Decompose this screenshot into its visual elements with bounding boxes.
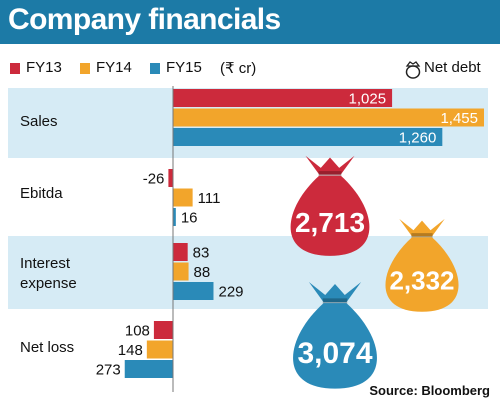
value-label-ebitda-fy13: -26 <box>143 171 165 188</box>
value-label-net-loss-fy14: 148 <box>118 342 143 359</box>
bag-tie-fy14 <box>399 218 445 237</box>
bar-sales-fy14 <box>173 108 484 127</box>
value-label-ebitda-fy15: 16 <box>181 210 198 227</box>
bag-tie-fy13 <box>305 155 355 175</box>
bag-neck-fy13 <box>318 171 342 177</box>
value-label-net-loss-fy15: 273 <box>96 362 121 379</box>
category-label-interest-expense: Interest expense <box>20 255 77 292</box>
bag-body-fy14 <box>385 237 459 312</box>
net-debt-label: Net debt <box>424 59 481 76</box>
legend-swatch-fy15 <box>150 63 160 74</box>
value-label-interest-expense-fy14: 88 <box>194 264 211 281</box>
value-label-sales-fy13: 1,025 <box>349 91 387 108</box>
value-label-net-loss-fy13: 108 <box>125 323 150 340</box>
bag-body-fy15 <box>293 303 377 389</box>
legend-label-fy15: FY15 <box>166 59 202 76</box>
net-debt-bag-fy14: 2,332 <box>385 218 459 312</box>
legend: FY13 FY14 FY15 (₹ cr) Net debt <box>0 54 500 82</box>
bag-neck-fy15 <box>322 298 348 305</box>
source-note: Source: Bloomberg <box>369 383 490 398</box>
category-label-sales: Sales <box>20 113 58 130</box>
bar-interest-expense-fy14 <box>173 262 189 281</box>
bar-sales-fy15 <box>173 128 443 146</box>
value-label-interest-expense-fy15: 229 <box>218 284 243 301</box>
net-debt-value-fy15: 3,074 <box>297 337 372 370</box>
value-label-sales-fy15: 1,260 <box>399 130 437 147</box>
value-label-ebitda-fy14: 111 <box>198 190 221 207</box>
bar-sales-fy13 <box>173 89 393 107</box>
bar-ebitda-fy13 <box>168 169 173 187</box>
net-debt-value-fy13: 2,713 <box>295 207 365 238</box>
bar-net-loss-fy15 <box>124 360 173 378</box>
bar-net-loss-fy14 <box>146 340 173 359</box>
bar-net-loss-fy13 <box>153 321 173 339</box>
bar-ebitda-fy15 <box>173 208 176 226</box>
net-debt-bag-fy13: 2,713 <box>290 155 370 256</box>
legend-swatch-fy14 <box>80 63 90 74</box>
value-label-sales-fy14: 1,455 <box>440 110 478 127</box>
legend-label-fy14: FY14 <box>96 59 132 76</box>
legend-label-fy13: FY13 <box>26 59 62 76</box>
legend-swatch-fy13 <box>10 63 20 74</box>
chart-title: Company financials <box>8 3 281 36</box>
category-label-net-loss: Net loss <box>20 339 75 356</box>
bag-tie-fy15 <box>308 282 362 303</box>
net-debt-value-fy14: 2,332 <box>389 266 454 296</box>
bar-interest-expense-fy15 <box>173 282 214 300</box>
value-label-interest-expense-fy13: 83 <box>193 245 210 262</box>
bar-ebitda-fy14 <box>173 188 193 207</box>
bag-body-fy13 <box>290 175 370 256</box>
unit-label: (₹ cr) <box>220 60 257 77</box>
title-bar: Company financials <box>0 0 500 44</box>
category-label-ebitda: Ebitda <box>20 185 63 202</box>
money-bag-icon <box>405 61 421 79</box>
bag-neck-fy14 <box>411 233 433 239</box>
net-debt-bag-fy15: 3,074 <box>293 282 377 389</box>
bar-interest-expense-fy13 <box>173 243 188 261</box>
